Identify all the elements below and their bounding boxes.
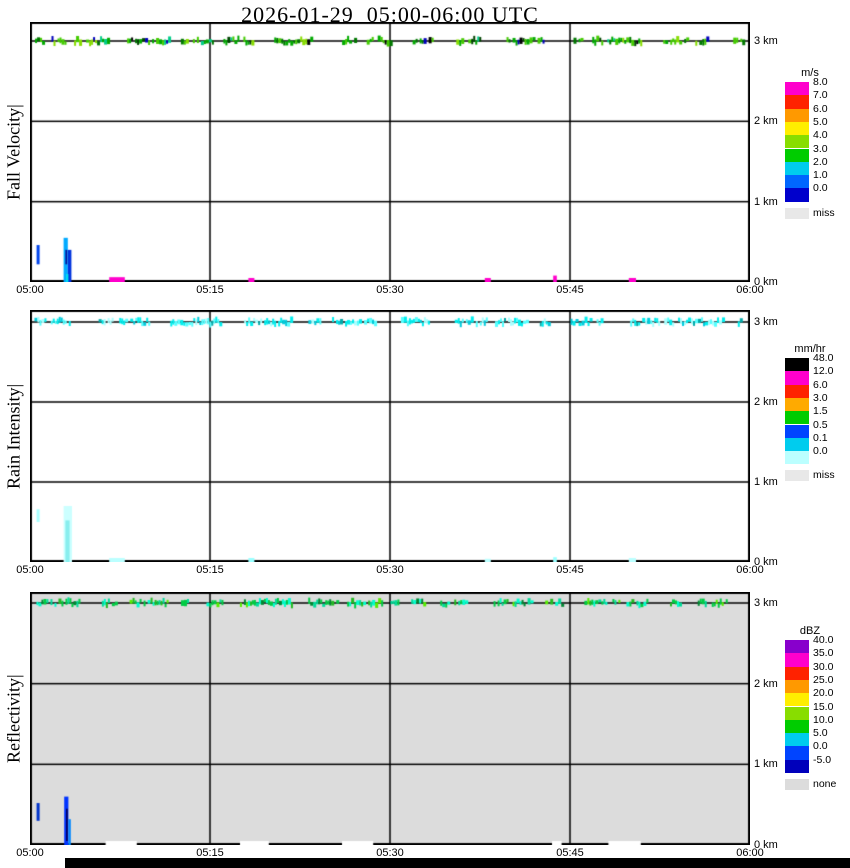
colorbar-cell-label: 48.0 [813, 352, 834, 364]
height-label: 2 km [754, 677, 778, 690]
height-label: 1 km [754, 758, 778, 771]
height-label: 3 km [754, 35, 778, 47]
colorbar-missing-label: miss [813, 469, 835, 482]
colorbar-cell [785, 640, 809, 654]
height-label: 0 km [754, 839, 778, 851]
x-tick-label: 06:00 [736, 847, 764, 859]
x-tick-label: 05:00 [16, 847, 44, 859]
height-label: 3 km [754, 316, 778, 328]
colorbar-cell [785, 666, 809, 680]
x-tick-label: 06:00 [736, 564, 764, 576]
panel-canvas-fall-velocity [30, 22, 750, 282]
colorbar-cell-label: 5.0 [813, 115, 828, 128]
panel-canvas-reflectivity [30, 592, 750, 845]
x-tick-label: 05:30 [376, 847, 404, 859]
x-tick-label: 05:30 [376, 284, 404, 296]
colorbar-cell-label: 1.0 [813, 169, 828, 182]
colorbar-cell [785, 148, 809, 162]
colorbar-missing-label: none [813, 778, 837, 790]
panel-canvas-rain-intensity [30, 310, 750, 562]
colorbar-cell [785, 371, 809, 385]
panel-ylabel-reflectivity: Reflectivity| [3, 674, 24, 763]
colorbar-missing-label: miss [813, 206, 835, 219]
colorbar-cell-label: 3.0 [813, 142, 828, 155]
colorbar-cell-label: 0.1 [813, 431, 828, 444]
colorbar-cell-label: 6.0 [813, 378, 828, 391]
colorbar-cell [785, 188, 809, 202]
colorbar-cell-label: -5.0 [813, 753, 832, 766]
colorbar-cell-label: 5.0 [813, 727, 828, 740]
colorbar-cell-label: 0.5 [813, 418, 828, 431]
height-label: 2 km [754, 396, 778, 408]
colorbar-cell [785, 175, 809, 189]
colorbar-cell [785, 746, 809, 760]
x-tick-label: 05:15 [196, 847, 224, 859]
height-label: 1 km [754, 195, 778, 208]
colorbar-cell [785, 679, 809, 694]
colorbar-missing-swatch [785, 470, 809, 482]
colorbar-cell-label: 0.0 [813, 445, 828, 458]
colorbar-cell [785, 706, 809, 720]
colorbar-cell-label: 4.0 [813, 129, 828, 142]
x-tick-label: 05:00 [16, 564, 44, 576]
colorbar-cell [785, 759, 809, 773]
colorbar-cell [785, 82, 809, 96]
x-tick-label: 05:15 [196, 284, 224, 296]
colorbar-cell-label: 6.0 [813, 102, 828, 115]
colorbar-cell [785, 733, 809, 747]
height-label: 2 km [754, 115, 778, 128]
colorbar-cell-label: 0.0 [813, 182, 828, 195]
colorbar-cell-label: 40.0 [813, 634, 834, 646]
panel-ylabel-fall-velocity: Fall Velocity| [3, 104, 24, 200]
colorbar-unit-label: m/s [801, 67, 819, 79]
height-label: 0 km [754, 276, 778, 288]
colorbar-unit-label: mm/hr [794, 343, 826, 355]
colorbar-cell-label: 0.0 [813, 740, 828, 753]
colorbar-cell-label: 8.0 [813, 76, 828, 88]
colorbar-cell [785, 397, 809, 412]
height-label: 1 km [754, 476, 778, 488]
colorbar-cell [785, 451, 809, 465]
colorbar-cell [785, 424, 809, 438]
colorbar-cell [785, 108, 809, 122]
colorbar-cell-label: 35.0 [813, 647, 834, 660]
colorbar-cell [785, 135, 809, 149]
colorbar-cell [785, 411, 809, 425]
x-tick-label: 06:00 [736, 284, 764, 296]
x-tick-label: 05:15 [196, 564, 224, 576]
colorbar-unit-label: dBZ [799, 625, 821, 637]
height-label: 3 km [754, 597, 778, 609]
x-tick-label: 05:45 [556, 847, 584, 859]
colorbar-cell-label: 10.0 [813, 713, 834, 726]
colorbar-cell-label: 2.0 [813, 155, 828, 168]
colorbar-cell [785, 161, 809, 176]
colorbar-cell [785, 384, 809, 398]
colorbar-missing-swatch [785, 779, 809, 790]
x-tick-label: 05:30 [376, 564, 404, 576]
colorbar-cell [785, 358, 809, 372]
colorbar-cell-label: 7.0 [813, 89, 828, 102]
colorbar-missing-swatch [785, 207, 809, 219]
colorbar-cell-label: 25.0 [813, 673, 834, 686]
x-tick-label: 05:45 [556, 284, 584, 296]
x-tick-label: 05:00 [16, 284, 44, 296]
colorbar-cell [785, 693, 809, 707]
colorbar-cell-label: 1.5 [813, 405, 828, 418]
colorbar-cell-label: 15.0 [813, 700, 834, 713]
footer-black-bar [65, 858, 850, 868]
colorbar-cell [785, 653, 809, 667]
colorbar-cell-label: 20.0 [813, 687, 834, 700]
colorbar-cell [785, 121, 809, 136]
colorbar-cell [785, 719, 809, 734]
panel-ylabel-rain-intensity: Rain Intensity| [3, 383, 24, 489]
colorbar-cell-label: 12.0 [813, 365, 834, 378]
colorbar-cell [785, 95, 809, 109]
height-label: 0 km [754, 556, 778, 568]
colorbar-cell-label: 3.0 [813, 391, 828, 404]
x-tick-label: 05:45 [556, 564, 584, 576]
colorbar-cell [785, 437, 809, 452]
colorbar-cell-label: 30.0 [813, 660, 834, 673]
